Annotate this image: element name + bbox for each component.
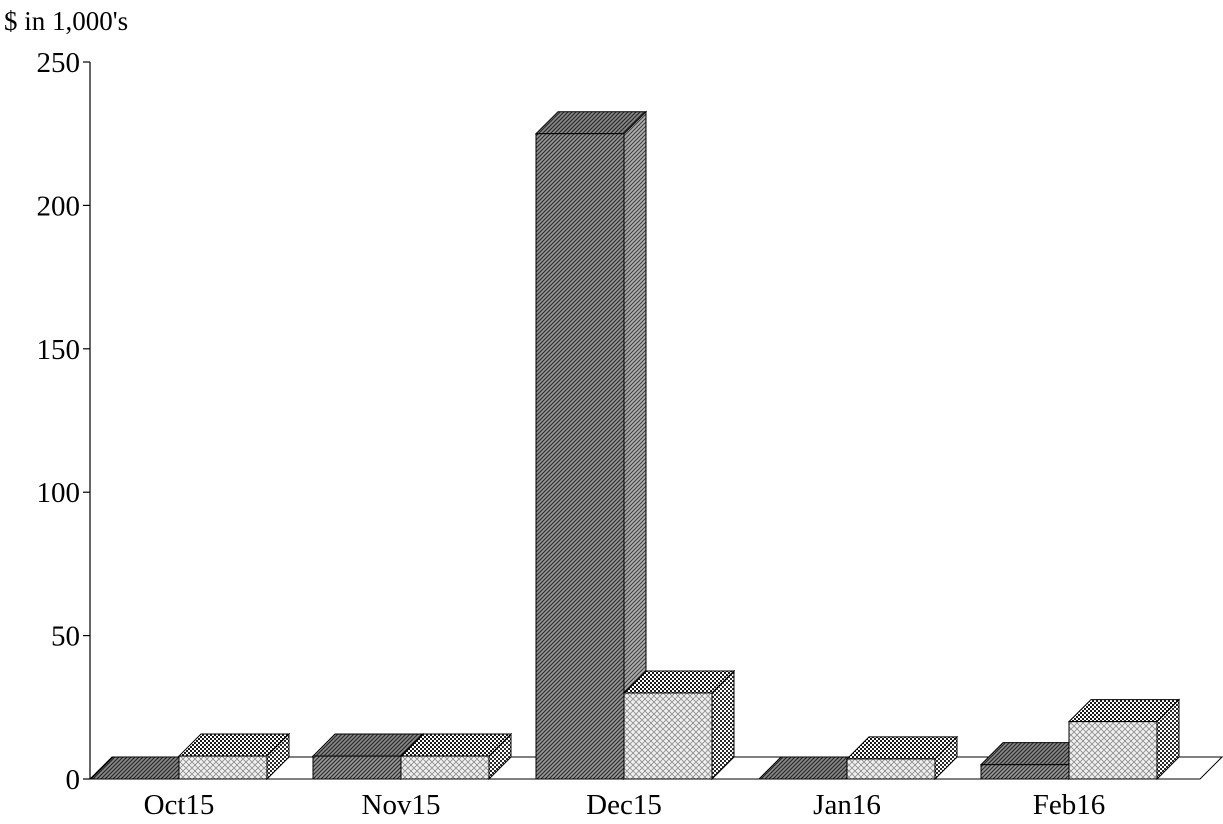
y-tick-label: 200	[37, 190, 81, 222]
bar-oct15-series-2	[177, 732, 291, 781]
x-category-label: Jan16	[813, 789, 881, 821]
x-category-label: Oct15	[144, 789, 215, 821]
bar-front-face	[178, 755, 268, 780]
y-tick-label: 0	[66, 764, 81, 796]
bar-nov15-series-2	[399, 732, 513, 781]
bar-dec15-series-2	[622, 669, 736, 781]
category-axis: Oct15 Nov15 Dec15 Jan16 Feb16	[144, 789, 1106, 821]
y-axis-unit-label: $ in 1,000's	[4, 6, 128, 36]
x-category-label: Nov15	[362, 789, 441, 821]
bar-front-face	[312, 755, 402, 780]
bar-front-face	[535, 133, 625, 780]
bar-front-face	[623, 692, 713, 780]
y-tick-label: 100	[37, 477, 81, 509]
bar-front-face	[980, 764, 1070, 780]
y-tick-label: 50	[51, 621, 80, 653]
bar-feb16-series-2	[1067, 698, 1181, 781]
bar-front-face	[400, 755, 490, 780]
bar-front-face	[1068, 721, 1158, 780]
y-axis: 0 50 100 150 200 250	[37, 47, 91, 796]
bar-front-face	[846, 758, 936, 780]
bars-group	[89, 110, 1181, 781]
bar-dec15-series-1	[534, 110, 648, 781]
y-tick-label: 150	[37, 334, 81, 366]
x-category-label: Feb16	[1033, 789, 1106, 821]
y-tick-label: 250	[37, 47, 81, 79]
x-category-label: Dec15	[586, 789, 662, 821]
bar-jan16-series-2	[845, 735, 959, 781]
